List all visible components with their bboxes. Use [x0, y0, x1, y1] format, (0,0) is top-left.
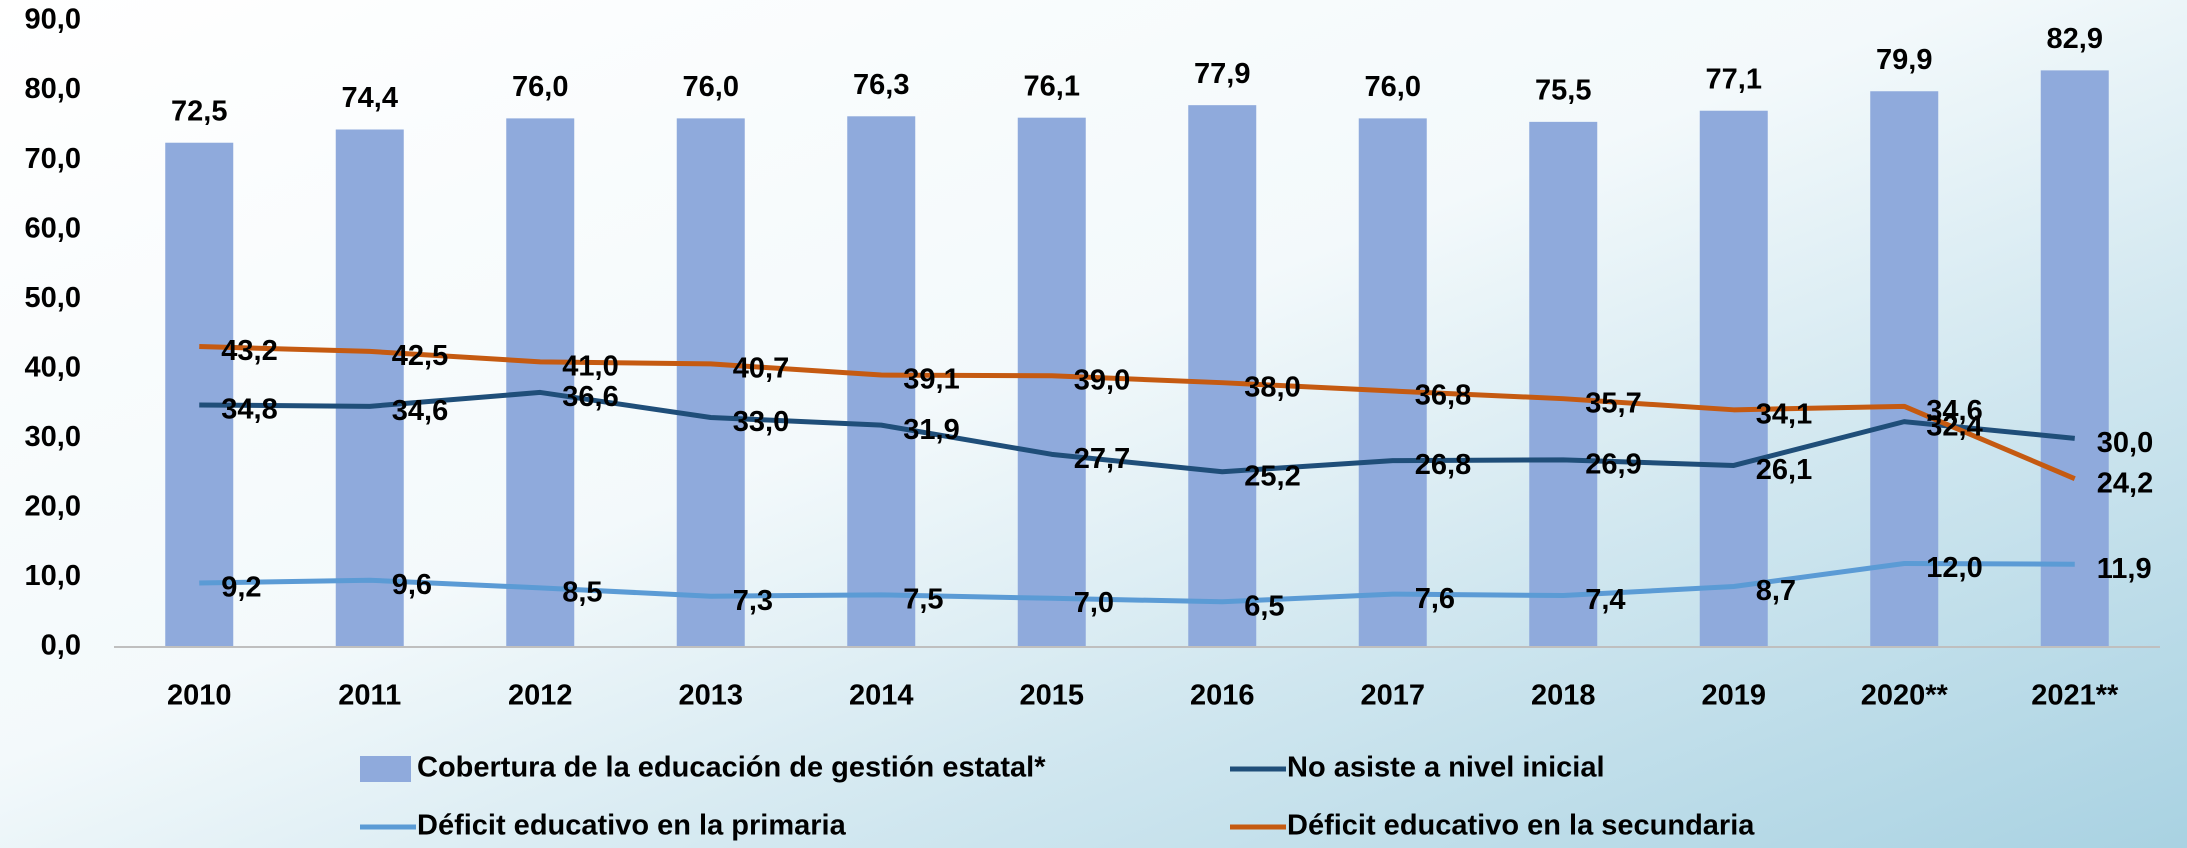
y-tick-label: 30,0	[25, 421, 81, 453]
data-label: 40,7	[733, 353, 789, 385]
legend-label: Déficit educativo en la secundaria	[1287, 810, 1755, 842]
x-tick-label: 2016	[1190, 680, 1255, 712]
line	[199, 344, 2076, 481]
bar	[1358, 118, 1427, 647]
data-label: 9,2	[221, 572, 261, 604]
x-tick-label: 2021**	[2031, 680, 2119, 712]
line	[199, 389, 2075, 475]
data-label: 42,5	[392, 340, 448, 372]
y-tick-label: 40,0	[25, 351, 81, 383]
data-label: 74,4	[342, 82, 398, 114]
data-label: 36,6	[562, 381, 618, 413]
data-label: 76,3	[853, 69, 909, 101]
data-label: 33,0	[733, 406, 789, 438]
x-tick-label: 2014	[849, 680, 914, 712]
data-label: 39,1	[903, 364, 959, 396]
data-label: 31,9	[903, 414, 959, 446]
legend-label: No asiste a nivel inicial	[1287, 752, 1605, 784]
data-label: 24,2	[2097, 467, 2153, 499]
bar	[1017, 117, 1086, 647]
data-label: 7,6	[1415, 583, 1455, 615]
data-label: 77,1	[1706, 63, 1762, 95]
x-tick-label: 2018	[1531, 680, 1596, 712]
data-label: 27,7	[1074, 443, 1130, 475]
data-label: 39,0	[1074, 364, 1130, 396]
data-label: 76,0	[512, 71, 568, 103]
bar	[165, 142, 234, 647]
legend-label: Déficit educativo en la primaria	[417, 810, 847, 842]
data-label: 43,2	[221, 335, 277, 367]
data-label: 35,7	[1585, 387, 1641, 419]
data-label: 76,1	[1024, 70, 1080, 102]
data-label: 9,6	[392, 569, 432, 601]
x-tick-label: 2020**	[1861, 680, 1949, 712]
data-label: 6,5	[1244, 590, 1284, 622]
data-label: 30,0	[2097, 427, 2153, 459]
bar	[1188, 105, 1257, 647]
y-tick-label: 20,0	[25, 491, 81, 523]
x-tick-label: 2013	[678, 680, 743, 712]
x-tick-label: 2015	[1019, 680, 1084, 712]
y-tick-label: 0,0	[41, 630, 81, 662]
legend-swatch	[360, 756, 411, 782]
x-tick-label: 2019	[1701, 680, 1766, 712]
data-label: 34,6	[392, 395, 448, 427]
data-label: 41,0	[562, 350, 618, 382]
y-tick-label: 80,0	[25, 73, 81, 105]
x-tick-label: 2012	[508, 680, 573, 712]
x-tick-label: 2010	[167, 680, 232, 712]
y-tick-label: 10,0	[25, 560, 81, 592]
y-tick-label: 60,0	[25, 212, 81, 244]
bar	[2040, 70, 2109, 647]
data-label: 32,4	[1926, 410, 1982, 442]
y-tick-label: 50,0	[25, 282, 81, 314]
data-label: 26,9	[1585, 449, 1641, 481]
data-label: 8,7	[1756, 575, 1796, 607]
data-label: 7,4	[1585, 584, 1625, 616]
bar	[506, 118, 575, 647]
bar	[1529, 121, 1598, 648]
data-label: 7,5	[903, 583, 943, 615]
data-label: 11,9	[2097, 553, 2152, 585]
data-label: 79,9	[1876, 44, 1932, 76]
data-label: 72,5	[171, 95, 227, 127]
data-label: 34,1	[1756, 398, 1812, 430]
bar	[847, 116, 916, 647]
legend-label: Cobertura de la educación de gestión est…	[417, 752, 1046, 784]
y-tick-label: 70,0	[25, 143, 81, 175]
data-label: 26,8	[1415, 449, 1471, 481]
data-label: 82,9	[2047, 23, 2103, 55]
bar	[335, 129, 404, 648]
data-label: 75,5	[1535, 75, 1591, 107]
x-tick-label: 2011	[338, 680, 401, 712]
data-label: 77,9	[1194, 58, 1250, 90]
bar	[676, 118, 745, 647]
y-tick-label: 90,0	[25, 4, 81, 36]
data-label: 26,1	[1756, 454, 1812, 486]
data-label: 25,2	[1244, 460, 1300, 492]
data-label: 36,8	[1415, 380, 1471, 412]
data-label: 7,0	[1074, 587, 1114, 619]
line	[199, 561, 2075, 605]
data-label: 76,0	[1365, 71, 1421, 103]
data-label: 34,6	[1926, 395, 1982, 427]
x-tick-label: 2017	[1360, 680, 1425, 712]
bar	[1699, 110, 1768, 647]
bar	[1870, 91, 1939, 648]
data-label: 34,8	[221, 394, 277, 426]
data-label: 7,3	[733, 585, 773, 617]
data-label: 38,0	[1244, 371, 1300, 403]
data-label: 76,0	[683, 71, 739, 103]
data-label: 8,5	[562, 577, 602, 609]
data-label: 12,0	[1926, 552, 1982, 584]
